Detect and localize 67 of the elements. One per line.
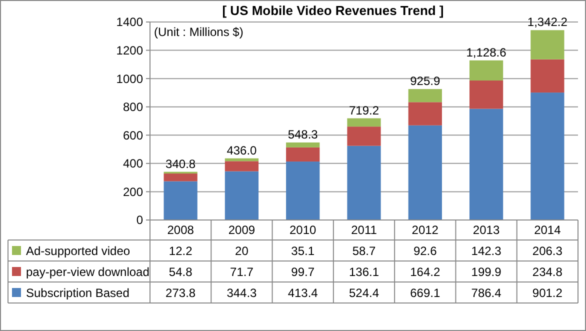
data-label: 35.1 (291, 244, 315, 258)
data-label: 71.7 (230, 265, 254, 279)
legend-label: pay-per-view download (26, 265, 150, 279)
y-tick-label: 800 (122, 100, 144, 114)
data-label: 142.3 (471, 244, 502, 258)
data-label: 901.2 (532, 286, 563, 300)
data-label: 58.7 (352, 244, 376, 258)
bar (286, 162, 320, 220)
x-tick-label: 2008 (167, 223, 194, 237)
legend-label: Ad-supported video (26, 244, 130, 258)
data-label: 99.7 (291, 265, 315, 279)
data-label: 273.8 (166, 286, 196, 300)
x-tick-label: 2009 (228, 223, 256, 237)
x-tick-label: 2010 (290, 223, 317, 237)
y-tick-label: 600 (122, 128, 144, 142)
bar (164, 181, 198, 220)
bar (530, 59, 564, 93)
data-label: 234.8 (532, 265, 563, 279)
data-label: 786.4 (471, 286, 502, 300)
data-label: 20 (235, 244, 249, 258)
data-label: 12.2 (168, 244, 193, 258)
bar (347, 146, 381, 220)
total-label: 925.9 (410, 74, 440, 88)
bar (408, 125, 442, 220)
annotation: (Unit : Millions $) (154, 25, 244, 39)
data-label: 524.4 (348, 286, 380, 300)
y-tick-label: 400 (122, 156, 144, 171)
x-tick-label: 2014 (534, 223, 562, 237)
data-label: 413.4 (288, 286, 318, 300)
y-tick-label: 1000 (116, 72, 144, 86)
data-label: 54.8 (168, 265, 193, 279)
chart-title: [ US Mobile Video Revenues Trend ] (222, 3, 444, 18)
bar (408, 102, 442, 126)
y-tick-label: 1400 (116, 15, 144, 30)
total-label: 548.3 (288, 127, 318, 142)
data-label: 199.9 (471, 265, 502, 279)
data-label: 164.2 (410, 265, 440, 279)
data-label: 669.1 (410, 286, 440, 300)
bar (530, 30, 564, 60)
legend-label: Subscription Based (26, 286, 130, 300)
bar (286, 142, 320, 148)
x-tick-label: 2013 (472, 223, 500, 237)
x-tick-label: 2011 (351, 223, 378, 237)
x-tick-label: 2012 (412, 223, 439, 237)
bar (469, 80, 504, 109)
bar (530, 92, 564, 220)
total-label: 340.8 (166, 156, 196, 171)
data-label: 344.3 (226, 286, 258, 300)
bar (347, 118, 381, 127)
bar (224, 171, 259, 220)
data-label: 136.1 (348, 265, 380, 279)
y-tick-label: 0 (136, 213, 144, 228)
bar (164, 174, 198, 182)
y-tick-label: 1200 (116, 43, 144, 58)
bar (408, 89, 442, 102)
total-label: 1,342.2 (527, 15, 568, 30)
data-label: 206.3 (532, 244, 563, 258)
bar (286, 147, 320, 162)
bar (469, 108, 504, 220)
bar (469, 60, 504, 81)
y-tick-label: 200 (122, 184, 144, 199)
total-label: 1,128.6 (466, 45, 507, 60)
total-label: 719.2 (348, 103, 380, 118)
bar (347, 126, 381, 146)
data-label: 92.6 (413, 244, 438, 258)
total-label: 436.0 (226, 143, 258, 158)
bar (224, 161, 259, 172)
